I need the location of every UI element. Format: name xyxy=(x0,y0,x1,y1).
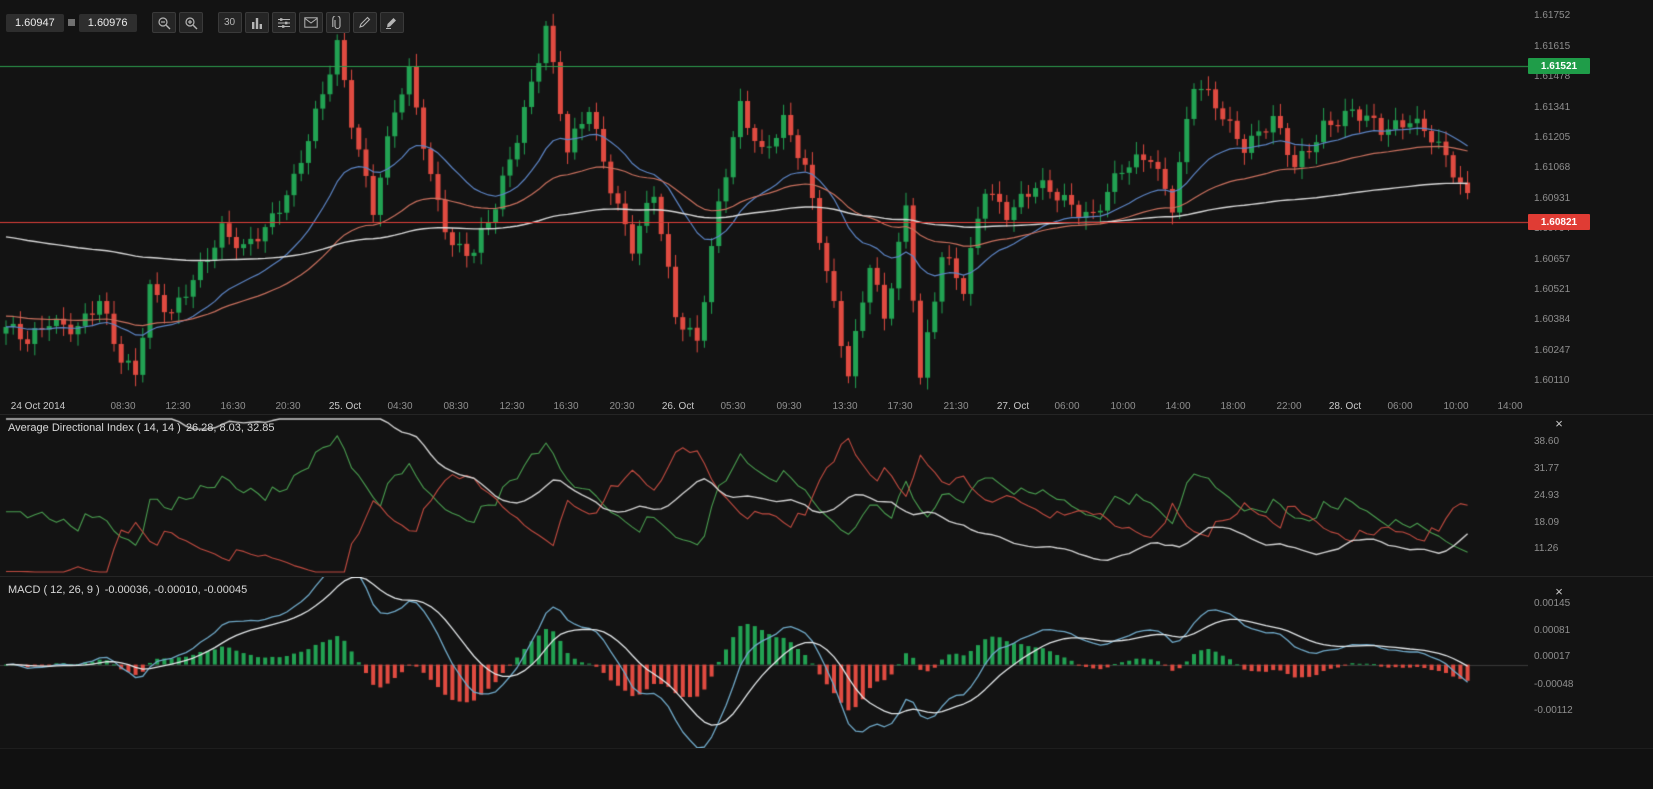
price-axis-label: 1.60384 xyxy=(1534,314,1571,326)
adx-axis-label: 31.77 xyxy=(1534,462,1560,474)
adx-panel: Average Directional Index ( 14, 14 ) 26.2… xyxy=(0,414,1653,577)
bid-price-chip[interactable]: 1.60947 xyxy=(6,13,64,32)
price-axis-label: 1.60931 xyxy=(1534,192,1571,204)
time-axis-label: 06:00 xyxy=(1054,401,1080,412)
magnifier-minus-icon xyxy=(157,16,171,30)
time-axis-label: 05:30 xyxy=(720,401,746,412)
time-axis-label: 08:30 xyxy=(110,401,136,412)
price-panel xyxy=(0,0,1528,398)
price-axis-label: 1.61341 xyxy=(1534,101,1571,113)
time-axis-label: 10:00 xyxy=(1443,401,1469,412)
macd-close-button[interactable]: × xyxy=(1555,584,1563,599)
ask-price-chip[interactable]: 1.60976 xyxy=(78,13,137,32)
macd-axis-label: -0.00048 xyxy=(1534,678,1574,690)
price-axis-label: 1.61068 xyxy=(1534,162,1571,174)
chart-bars-icon xyxy=(250,16,264,30)
time-axis-label: 12:30 xyxy=(499,401,525,412)
time-axis-label: 06:00 xyxy=(1387,401,1413,412)
lower-line-price-tag[interactable]: 1.60821 xyxy=(1528,214,1590,231)
price-axis-column: 1.61752 1.61615 1.61478 1.61341 1.61205 1.610… xyxy=(1528,0,1653,789)
time-axis-label: 22:00 xyxy=(1276,401,1302,412)
timeframe-button[interactable]: 30 xyxy=(217,12,242,33)
alerts-button[interactable] xyxy=(298,12,323,33)
time-axis-label: 08:30 xyxy=(443,401,469,412)
toolbar-buttons: 30 xyxy=(151,12,407,33)
time-axis-label: 14:00 xyxy=(1165,401,1191,412)
price-axis-label: 1.60657 xyxy=(1534,253,1571,265)
price-axis-label: 1.61205 xyxy=(1534,131,1571,143)
annotate-button[interactable] xyxy=(379,12,404,33)
envelope-icon xyxy=(303,17,318,28)
time-axis-label: 10:00 xyxy=(1110,401,1136,412)
time-axis-label: 21:30 xyxy=(943,401,969,412)
price-axis-label: 1.61615 xyxy=(1534,40,1571,52)
macd-axis-label: -0.00112 xyxy=(1534,705,1573,717)
adx-header: Average Directional Index ( 14, 14 ) 26.2… xyxy=(8,422,275,434)
timeframe-label: 30 xyxy=(223,17,236,28)
chart-toolbar: 1.60947 1.60976 30 xyxy=(6,12,407,33)
adx-close-button[interactable]: × xyxy=(1555,416,1563,431)
price-axis-label: 1.60521 xyxy=(1534,283,1571,295)
chart-type-button[interactable] xyxy=(244,12,269,33)
time-axis-label: 04:30 xyxy=(387,401,413,412)
indicators-button[interactable] xyxy=(271,12,296,33)
draw-button[interactable] xyxy=(352,12,377,33)
magnifier-plus-icon xyxy=(184,16,198,30)
time-axis-label: 16:30 xyxy=(553,401,579,412)
marker-icon xyxy=(385,16,398,29)
price-axis-label: 1.60110 xyxy=(1534,375,1570,387)
time-axis-date-label: 28. Oct xyxy=(1328,401,1362,412)
adx-values: 26.28, 8.03, 32.85 xyxy=(185,422,275,434)
spread-indicator xyxy=(67,19,75,26)
time-axis-label: 20:30 xyxy=(609,401,635,412)
sliders-icon xyxy=(277,16,291,30)
macd-axis-label: 0.00017 xyxy=(1534,651,1571,663)
time-axis-label: 12:30 xyxy=(165,401,191,412)
time-axis-date-label: 24 Oct 2014 xyxy=(10,401,66,412)
time-axis-date-label: 27. Oct xyxy=(996,401,1030,412)
macd-values: -0.00036, -0.00010, -0.00045 xyxy=(104,584,248,596)
bottom-margin xyxy=(0,748,1653,789)
upper-line-price-tag[interactable]: 1.61521 xyxy=(1528,58,1590,75)
time-axis: 24 Oct 2014 08:30 12:30 16:30 20:30 25. Oct 04… xyxy=(0,398,1528,414)
adx-chart-canvas[interactable] xyxy=(0,415,1528,576)
time-axis-label: 20:30 xyxy=(275,401,301,412)
macd-title: MACD ( 12, 26, 9 ) xyxy=(8,584,100,596)
price-axis-label: 1.61752 xyxy=(1534,10,1571,22)
adx-axis-label: 38.60 xyxy=(1534,436,1560,448)
time-axis-date-label: 26. Oct xyxy=(661,401,695,412)
macd-chart-canvas[interactable] xyxy=(0,577,1528,748)
zoom-in-button[interactable] xyxy=(178,12,203,33)
time-axis-label: 17:30 xyxy=(887,401,913,412)
time-axis-label: 09:30 xyxy=(776,401,802,412)
time-axis-label: 16:30 xyxy=(220,401,246,412)
time-axis-date-label: 25. Oct xyxy=(328,401,362,412)
macd-axis-label: 0.00081 xyxy=(1534,624,1571,636)
attach-button[interactable] xyxy=(325,12,350,33)
price-axis-label: 1.60247 xyxy=(1534,344,1571,356)
adx-axis-label: 18.09 xyxy=(1534,516,1560,528)
price-chart-canvas[interactable] xyxy=(0,0,1528,398)
macd-panel: MACD ( 12, 26, 9 ) -0.00036, -0.00010, -0… xyxy=(0,576,1653,749)
macd-axis-label: 0.00145 xyxy=(1534,598,1571,610)
adx-axis-label: 11.26 xyxy=(1534,543,1559,555)
pencil-icon xyxy=(358,16,371,29)
time-axis-label: 18:00 xyxy=(1220,401,1246,412)
price-axis-label: 1.61478 xyxy=(1534,71,1571,83)
macd-header: MACD ( 12, 26, 9 ) -0.00036, -0.00010, -0… xyxy=(8,584,247,596)
paperclip-icon xyxy=(331,15,344,30)
adx-axis-label: 24.93 xyxy=(1534,489,1560,501)
adx-title: Average Directional Index ( 14, 14 ) xyxy=(8,422,181,434)
time-axis-label: 13:30 xyxy=(832,401,858,412)
zoom-out-button[interactable] xyxy=(151,12,176,33)
time-axis-label: 14:00 xyxy=(1497,401,1523,412)
